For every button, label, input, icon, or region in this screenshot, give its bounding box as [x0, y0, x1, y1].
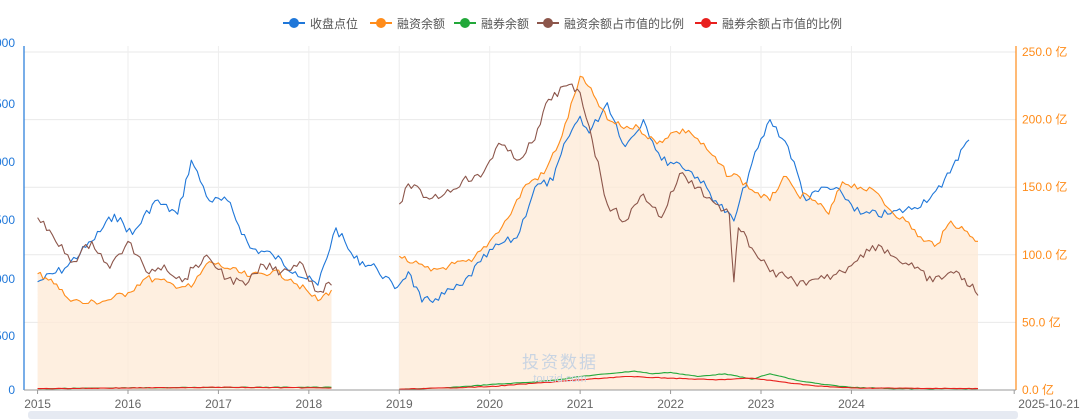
watermark-cn: 投资数据: [522, 353, 598, 372]
y-left-tick-label: 500: [0, 329, 15, 343]
series-line: [37, 261, 332, 305]
legend-item[interactable]: 收盘点位: [283, 12, 358, 34]
horizontal-scrollbar[interactable]: [28, 411, 1018, 419]
margin-balance-fill: [37, 261, 332, 390]
legend-item[interactable]: 融券余额占市值的比例: [695, 12, 842, 34]
legend-swatch: [283, 17, 305, 29]
axes: 0.0 亿 50.0 亿 100.0 亿 150.0 亿 200.0 亿 250.0 亿 0…: [0, 36, 1080, 411]
y-left-tick-label: 0: [8, 383, 15, 397]
legend-swatch: [454, 17, 476, 29]
y-left-tick-label: 000: [0, 36, 15, 50]
legend-swatch: [695, 17, 717, 29]
legend-label: 融券余额占市值的比例: [722, 16, 843, 31]
x-tick-label: 2020: [476, 397, 503, 411]
series-lines: [37, 75, 979, 390]
legend-label: 融券余额: [481, 16, 530, 31]
x-tick-label: 2017: [205, 397, 232, 411]
margin-balance-area: [37, 76, 978, 391]
y-right-tick-label: 150.0 亿: [1022, 179, 1067, 194]
x-tick-label: 2018: [295, 397, 322, 411]
y-right-tick-label: 0.0 亿: [1022, 382, 1054, 397]
legend-item[interactable]: 融资余额占市值的比例: [537, 12, 684, 34]
watermark: 投资数据 touzid.com: [500, 348, 620, 385]
series-line: [37, 217, 332, 293]
y-right-tick-label: 200.0 亿: [1022, 112, 1067, 127]
y-left-tick-label: 000: [0, 272, 15, 286]
y-right-tick-label: 100.0 亿: [1022, 247, 1067, 262]
x-tick-label: 2024: [838, 397, 865, 411]
legend-label: 融资余额: [397, 16, 446, 31]
series-line: [398, 75, 978, 272]
series-line: [399, 375, 979, 390]
legend-item[interactable]: 融券余额: [454, 12, 529, 34]
legend-swatch: [537, 17, 559, 29]
series-line: [37, 102, 970, 303]
series-line: [37, 386, 332, 390]
series-line: [398, 83, 979, 296]
x-tick-label: 2022: [657, 397, 684, 411]
legend-label: 融资余额占市值的比例: [564, 16, 685, 31]
y-left-tick-label: 500: [0, 97, 15, 111]
legend-label: 收盘点位: [310, 16, 359, 31]
legend-item[interactable]: 融资余额: [370, 12, 445, 34]
y-left-tick-label: 500: [0, 213, 15, 227]
x-tick-label: 2016: [115, 397, 142, 411]
legend-swatch: [370, 17, 392, 29]
margin-balance-fill: [399, 76, 978, 391]
x-tick-label: 2021: [567, 397, 594, 411]
legend: 收盘点位 融资余额 融券余额 融资余额占市值的比例 融券余额占市值的比例: [0, 12, 1080, 34]
x-tick-label: 2025-10-21: [1018, 397, 1080, 411]
y-left-tick-label: 000: [0, 155, 15, 169]
y-right-tick-label: 50.0 亿: [1022, 314, 1061, 329]
y-right-tick-label: 250.0 亿: [1022, 44, 1067, 59]
watermark-en: touzid.com: [533, 373, 587, 385]
x-tick-label: 2019: [386, 397, 413, 411]
x-tick-label: 2023: [748, 397, 775, 411]
x-tick-label: 2015: [24, 397, 51, 411]
